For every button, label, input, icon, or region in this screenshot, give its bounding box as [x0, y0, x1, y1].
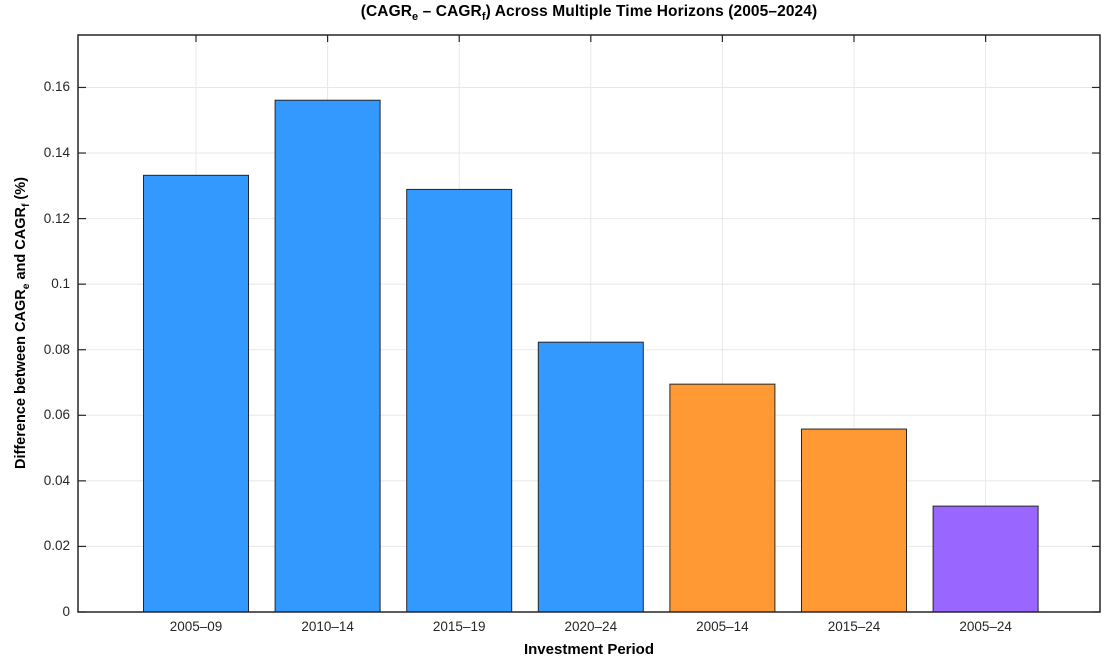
- chart-title-text: (CAGR: [360, 3, 413, 20]
- y-tick-label: 0.02: [43, 538, 70, 554]
- bar: [801, 428, 907, 613]
- chart-title-text: ) Across Multiple Time Horizons (2005–20…: [485, 3, 818, 20]
- y-tick-label: 0.04: [43, 472, 70, 488]
- y-tick-label: 0: [62, 604, 70, 619]
- y-tick-label: 0.14: [43, 145, 70, 161]
- bar: [537, 341, 644, 613]
- bar: [143, 174, 249, 613]
- y-tick-label: 0.08: [43, 341, 70, 357]
- bar: [669, 383, 776, 613]
- chart-title-subscript: f: [481, 11, 486, 24]
- x-tick-label: 2005–09: [169, 619, 223, 634]
- x-tick-label: 2005–24: [959, 619, 1012, 634]
- x-axis-label: Investment Period: [523, 641, 655, 658]
- x-tick-label: 2010–14: [301, 619, 354, 634]
- x-tick-label: 2015–24: [827, 619, 881, 634]
- y-tick-label: 0.1: [51, 276, 70, 292]
- y-tick-label: 0.16: [43, 79, 70, 95]
- chart-title-subscript: e: [412, 11, 419, 24]
- axes-frame: [77, 34, 1101, 613]
- x-tick-label: 2015–19: [432, 619, 486, 634]
- x-tick-label: 2005–14: [696, 619, 749, 634]
- chart-title-text: – CAGR: [418, 3, 482, 20]
- bar: [406, 188, 513, 613]
- y-axis-label-text: (%): [13, 177, 29, 204]
- chart-title: (CAGRe – CAGRf) Across Multiple Time Hor…: [78, 3, 1100, 24]
- y-axis-label-subscript: f: [20, 203, 32, 208]
- y-tick-label: 0.12: [43, 210, 70, 226]
- y-tick-label: 0.06: [43, 407, 70, 423]
- x-tick-label: 2020–24: [564, 619, 618, 634]
- y-axis-label-text: Difference between CAGR: [13, 289, 29, 469]
- bar: [932, 505, 1039, 613]
- bar: [274, 99, 381, 613]
